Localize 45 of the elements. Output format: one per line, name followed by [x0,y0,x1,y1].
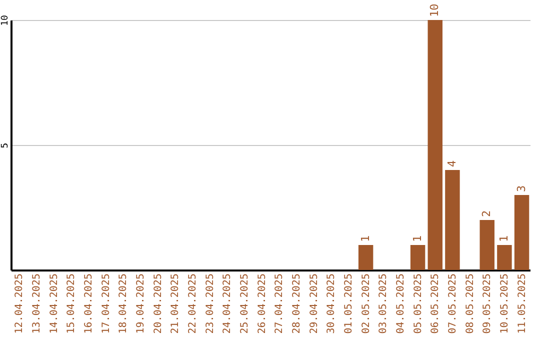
x-tick-label: 27.04.2025 [274,274,286,334]
x-tick-label: 11.05.2025 [516,274,528,334]
x-tick-label: 22.04.2025 [188,274,199,334]
bar [514,195,530,270]
x-tick-label: 17.04.2025 [100,274,112,334]
x-tick-label: 23.04.2025 [204,274,216,334]
x-tick-label: 03.05.2025 [378,274,390,334]
data-label: 4 [445,160,458,167]
x-tick-label: 08.05.2025 [464,274,476,334]
x-tick-label: 30.04.2025 [326,274,338,334]
x-tick-label: 07.05.2025 [447,274,458,334]
x-tick-label: 13.04.2025 [32,274,43,334]
x-tick-label: 21.04.2025 [170,274,182,334]
x-tick-label: 19.04.2025 [136,274,147,334]
x-tick-label: 14.04.2025 [48,274,60,334]
data-label: 2 [480,210,494,217]
x-tick-label: 04.05.2025 [395,274,406,334]
x-tick-label: 29.04.2025 [308,274,320,334]
bar [480,220,494,270]
data-label: 3 [514,185,528,192]
bar [428,20,442,270]
data-label: 1 [358,235,372,242]
data-label: 1 [497,235,510,242]
x-tick-label: 12.04.2025 [14,274,26,334]
bar [497,245,512,270]
y-tick-label: 5 [0,142,10,148]
x-tick-label: 18.04.2025 [118,274,130,334]
x-tick-label: 24.04.2025 [222,274,234,334]
x-tick-label: 05.05.2025 [412,274,424,334]
x-tick-label: 20.04.2025 [152,274,164,334]
bar [358,245,374,270]
data-label: 1 [410,235,424,242]
bar [445,170,460,270]
x-tick-label: 15.04.2025 [66,274,78,334]
data-label: 10 [428,4,442,17]
bar [410,245,426,270]
x-tick-label: 25.04.2025 [240,274,251,334]
x-tick-label: 01.05.2025 [343,274,354,334]
x-tick-label: 10.05.2025 [499,274,510,334]
x-tick-label: 02.05.2025 [360,274,372,334]
x-tick-label: 06.05.2025 [430,274,442,334]
x-tick-label: 28.04.2025 [291,274,302,334]
x-tick-label: 09.05.2025 [482,274,494,334]
x-tick-label: 16.04.2025 [84,274,95,334]
x-tick-label: 26.04.2025 [256,274,268,334]
